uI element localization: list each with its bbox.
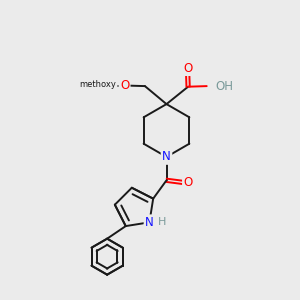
Text: N: N: [145, 216, 154, 229]
Text: OH: OH: [215, 80, 233, 93]
Text: O: O: [120, 79, 129, 92]
Text: H: H: [158, 217, 166, 227]
Text: methoxy: methoxy: [80, 80, 116, 88]
Text: N: N: [162, 150, 171, 164]
Text: O: O: [183, 61, 192, 75]
Text: O: O: [184, 176, 193, 189]
